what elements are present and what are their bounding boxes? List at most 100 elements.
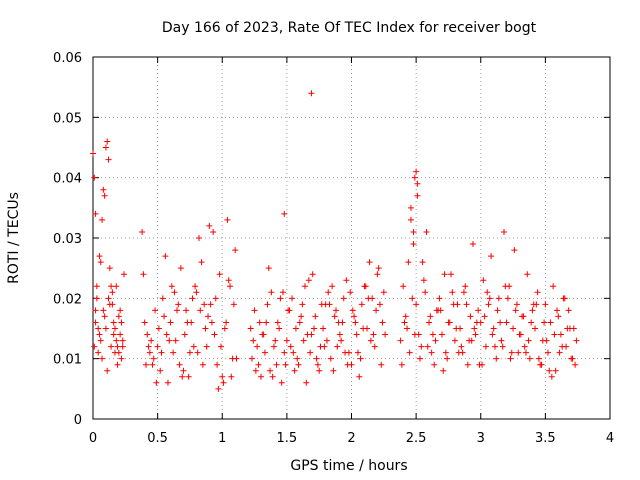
data-point [515, 349, 522, 356]
data-point [462, 283, 469, 290]
data-point [261, 349, 268, 356]
data-point [556, 349, 563, 356]
data-point [521, 343, 528, 350]
data-point [279, 289, 286, 296]
data-point [326, 301, 333, 308]
data-point [380, 289, 387, 296]
data-point [573, 337, 580, 344]
x-tick-label: 0.5 [147, 431, 168, 446]
y-tick-label: 0.03 [53, 232, 82, 247]
data-point [255, 361, 262, 368]
data-point [202, 325, 209, 332]
x-tick-label: 1.5 [277, 431, 298, 446]
data-point [347, 289, 354, 296]
data-point [265, 265, 272, 272]
data-point [232, 247, 239, 254]
data-point [224, 216, 231, 223]
data-point [532, 325, 539, 332]
data-point [431, 361, 438, 368]
data-point [276, 325, 283, 332]
data-point [410, 241, 417, 248]
data-point [449, 289, 456, 296]
data-point [555, 313, 562, 320]
data-point [417, 355, 424, 362]
data-point [208, 319, 215, 326]
data-point [102, 325, 109, 332]
data-point [177, 265, 184, 272]
data-point [546, 367, 553, 374]
data-point [291, 367, 298, 374]
data-point [113, 337, 120, 344]
data-point [379, 319, 386, 326]
data-point [365, 295, 372, 302]
data-point [100, 186, 107, 193]
data-point [104, 138, 111, 145]
data-point [413, 168, 420, 175]
data-point [323, 337, 330, 344]
data-point [212, 295, 219, 302]
data-point [92, 307, 99, 314]
data-point [91, 343, 98, 350]
data-point [247, 325, 254, 332]
data-point [475, 307, 482, 314]
data-point [569, 355, 576, 362]
data-point [411, 174, 418, 181]
data-point [481, 313, 488, 320]
x-tick-label: 3.5 [535, 431, 556, 446]
data-point [311, 325, 318, 332]
data-point [548, 373, 555, 380]
data-point [410, 228, 417, 235]
data-point [211, 331, 218, 338]
data-point [111, 325, 118, 332]
data-point [338, 337, 345, 344]
x-tick-label: 0 [89, 431, 97, 446]
data-point [316, 367, 323, 374]
axis-ticks: 0 0.5 1 1.5 2 2.5 3 3.5 4 0 0.01 0.02 0.03 0.04 0.05 0.… [53, 51, 614, 446]
data-point [517, 331, 524, 338]
data-point [407, 204, 414, 211]
data-point [544, 349, 551, 356]
data-point [498, 337, 505, 344]
data-point [294, 355, 301, 362]
data-point [344, 361, 351, 368]
data-point [529, 307, 536, 314]
data-point [528, 319, 535, 326]
data-point [300, 337, 307, 344]
data-point [497, 319, 504, 326]
data-point [184, 319, 191, 326]
data-point [334, 343, 341, 350]
data-point [325, 289, 332, 296]
data-point [352, 319, 359, 326]
data-point [282, 361, 289, 368]
data-point [216, 271, 223, 278]
data-point [511, 247, 518, 254]
data-point [467, 313, 474, 320]
data-point [503, 319, 510, 326]
data-point [482, 343, 489, 350]
data-point [230, 301, 237, 308]
data-point [313, 355, 320, 362]
data-point [228, 373, 235, 380]
data-point [170, 349, 177, 356]
data-point [400, 283, 407, 290]
data-point [104, 367, 111, 374]
data-point [308, 331, 315, 338]
data-point [401, 319, 408, 326]
data-point [225, 277, 232, 284]
y-tick-label: 0.06 [53, 51, 82, 66]
data-point [550, 283, 557, 290]
data-point [414, 192, 421, 199]
data-point [534, 289, 541, 296]
data-point [162, 253, 169, 260]
data-point [97, 337, 104, 344]
data-point [398, 361, 405, 368]
data-point [164, 379, 171, 386]
data-point [221, 325, 228, 332]
data-point [453, 325, 460, 332]
data-point [301, 283, 308, 290]
data-point [258, 373, 265, 380]
data-point [351, 313, 358, 320]
data-point [189, 295, 196, 302]
data-point [486, 295, 493, 302]
data-point [119, 343, 126, 350]
